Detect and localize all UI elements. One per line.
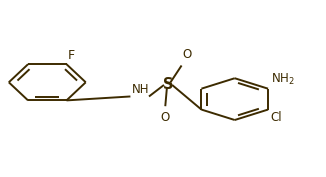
Text: S: S [163,78,173,92]
Text: NH: NH [132,83,150,96]
Text: Cl: Cl [271,111,282,124]
Text: O: O [160,111,169,124]
Text: F: F [68,49,75,62]
Text: O: O [183,48,192,61]
Text: NH$_2$: NH$_2$ [271,72,294,87]
